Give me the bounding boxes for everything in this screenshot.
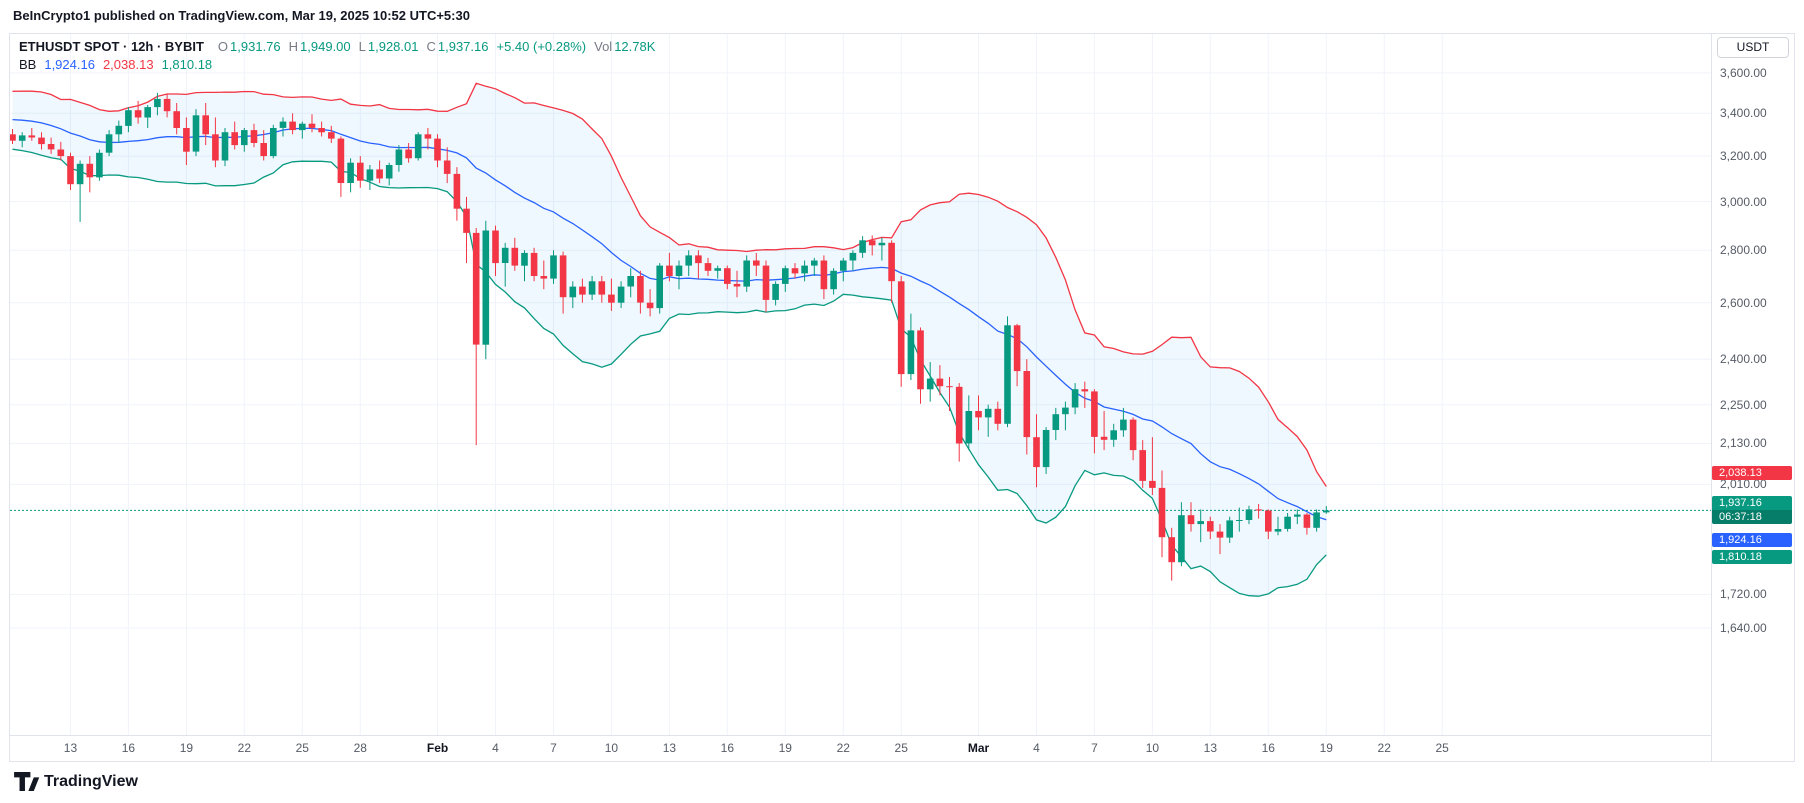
attribution-text: BeInCrypto1 published on TradingView.com… <box>13 8 470 23</box>
bb-indicator-label[interactable]: BB <box>19 57 37 72</box>
price-axis[interactable]: USDT 3,600.00 3,400.00 3,200.00 3,000.00 2,8… <box>1711 34 1794 761</box>
time-tick-label: 4 <box>492 741 499 755</box>
candles-series <box>10 92 1330 581</box>
price-tick-label: 2,130.00 <box>1720 436 1767 451</box>
bb-legend-row: BB 1,924.16 2,038.13 1,810.18 <box>19 56 655 74</box>
time-tick-label: 4 <box>1033 741 1040 755</box>
time-tick-label: 13 <box>662 741 677 755</box>
low-label: L <box>358 39 366 54</box>
bb-lower-band <box>12 148 1327 597</box>
change-value: +5.40 (+0.28%) <box>496 39 587 54</box>
price-tick-label: 2,010.00 <box>1720 477 1767 492</box>
volume-label: Vol <box>594 39 613 54</box>
price-tick-label: 2,800.00 <box>1720 243 1767 258</box>
currency-button[interactable]: USDT <box>1717 37 1789 58</box>
price-tick-label: 3,400.00 <box>1720 106 1767 121</box>
bb-fill <box>12 83 1327 597</box>
time-tick-label: 28 <box>353 741 367 755</box>
bb-lower-price-badge: 1,810.18 <box>1712 550 1792 565</box>
bb-basis-price-badge: 1,924.16 <box>1712 533 1792 548</box>
tradingview-logo-icon[interactable] <box>14 772 40 791</box>
current-price-badge: 1,937.16 06:37:18 <box>1712 496 1792 525</box>
close-label: C <box>426 39 436 54</box>
time-tick-label: Feb <box>426 741 449 755</box>
time-tick-label: 19 <box>1319 741 1333 755</box>
bb-upper-price-badge: 2,038.13 <box>1712 465 1792 480</box>
time-tick-label: 16 <box>720 741 735 755</box>
price-tick-label: 3,000.00 <box>1720 194 1767 209</box>
time-tick-label: 10 <box>1145 741 1160 755</box>
tradingview-brand[interactable]: TradingView <box>44 773 138 790</box>
time-tick-label: 25 <box>295 741 309 755</box>
time-tick-label: 13 <box>63 741 78 755</box>
symbol-title[interactable]: ETHUSDT SPOT · 12h · BYBIT <box>19 39 204 54</box>
bar-countdown: 06:37:18 <box>1712 510 1792 525</box>
time-tick-label: 13 <box>1203 741 1218 755</box>
low-value: 1,928.01 <box>367 39 419 54</box>
time-axis[interactable]: 13 16 19 22 25 28 Feb 4 7 10 13 16 19 22 25 Mar 4 7 10 13 16… <box>10 735 1711 761</box>
time-tick-label: 22 <box>836 741 850 755</box>
bb-basis-badge-value: 1,924.16 <box>1719 534 1762 547</box>
high-label: H <box>288 39 299 54</box>
open-value: 1,931.76 <box>230 39 281 54</box>
open-label: O <box>217 39 229 54</box>
close-value: 1,937.16 <box>437 39 489 54</box>
price-tick-label: 1,720.00 <box>1720 587 1767 602</box>
chart-legend: ETHUSDT SPOT · 12h · BYBIT O 1,931.76 H 1,94… <box>19 38 655 74</box>
symbol-legend-row: ETHUSDT SPOT · 12h · BYBIT O 1,931.76 H 1,94… <box>19 38 655 56</box>
time-tick-label: 22 <box>1377 741 1391 755</box>
chart-plot-area[interactable]: ETHUSDT SPOT · 12h · BYBIT O 1,931.76 H 1,94… <box>10 34 1711 735</box>
price-tick-label: 2,600.00 <box>1720 295 1767 310</box>
time-tick-label: 19 <box>778 741 792 755</box>
high-value: 1,949.00 <box>300 39 351 54</box>
footer: TradingView <box>0 762 1804 803</box>
time-tick-label: 25 <box>894 741 908 755</box>
time-tick-label: 22 <box>237 741 252 755</box>
bb-upper-badge-value: 2,038.13 <box>1719 466 1762 479</box>
bb-upper-band <box>12 82 1327 487</box>
price-tick-label: 3,200.00 <box>1720 149 1767 164</box>
grid <box>10 34 1711 735</box>
time-tick-label: 25 <box>1435 741 1449 755</box>
time-tick-label: 7 <box>1091 741 1098 755</box>
time-tick-label: Mar <box>967 741 990 755</box>
current-price-value: 1,937.16 <box>1719 497 1762 510</box>
candlestick-chart[interactable] <box>10 34 1711 735</box>
volume-value: 12.78K <box>614 39 656 54</box>
price-tick-label: 2,250.00 <box>1720 397 1767 412</box>
bb-upper-value: 2,038.13 <box>102 57 154 72</box>
time-tick-label: 10 <box>604 741 619 755</box>
chart-widget: ETHUSDT SPOT · 12h · BYBIT O 1,931.76 H 1,94… <box>9 33 1795 762</box>
price-tick-label: 3,600.00 <box>1720 65 1767 80</box>
time-tick-label: 19 <box>179 741 194 755</box>
bb-lower-badge-value: 1,810.18 <box>1719 551 1762 564</box>
price-tick-label: 2,400.00 <box>1720 352 1767 367</box>
time-tick-label: 7 <box>550 741 557 755</box>
price-tick-label: 1,640.00 <box>1720 621 1767 635</box>
bb-basis-value: 1,924.16 <box>44 57 95 72</box>
time-tick-label: 16 <box>121 741 136 755</box>
bb-lower-value: 1,810.18 <box>161 57 213 72</box>
time-tick-label: 16 <box>1261 741 1275 755</box>
